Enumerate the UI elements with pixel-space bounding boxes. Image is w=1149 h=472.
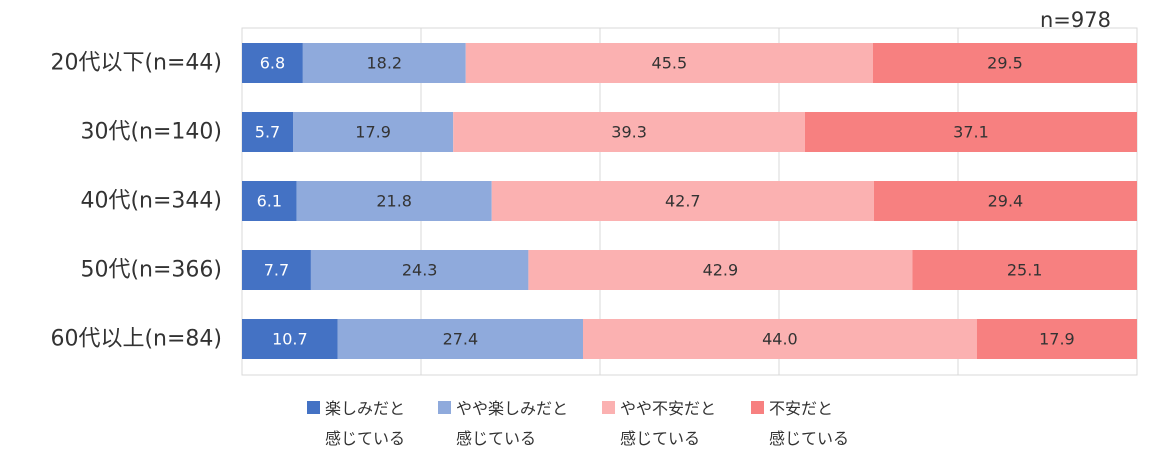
legend-label: やや不安だと 感じている (620, 399, 717, 448)
data-label: 29.4 (988, 192, 1024, 211)
legend-label: やや楽しみだと 感じている (456, 399, 569, 448)
stacked-bar-chart: 20代以下(n=44) 6.8 18.2 45.5 29.5 30代(n=140) 5.7 1… (50, 27, 1138, 376)
data-label: 25.1 (1007, 261, 1043, 280)
category-label: 20代以下(n=44) (50, 51, 222, 76)
bar-segment (242, 181, 297, 221)
category-label: 30代(n=140) (80, 120, 222, 145)
data-label: 44.0 (762, 330, 798, 349)
bar-segment (873, 181, 1137, 221)
data-label: 18.2 (366, 54, 402, 73)
chart-legend: 楽しみだと 感じている やや楽しみだと 感じている やや不安だと 感じている 不安だと… (0, 394, 1149, 464)
bar-segment (302, 43, 466, 83)
data-label: 27.4 (443, 330, 479, 349)
category-label: 60代以上(n=84) (50, 327, 222, 352)
bar-segment (872, 43, 1137, 83)
bar-segment (242, 112, 294, 152)
sample-size-label: n=978 (1040, 8, 1111, 32)
legend-swatch (307, 401, 320, 414)
bar-segment (582, 319, 977, 359)
data-label: 24.3 (402, 261, 438, 280)
data-label: 42.9 (703, 261, 739, 280)
data-label: 42.7 (665, 192, 701, 211)
data-label: 45.5 (652, 54, 688, 73)
data-label: 6.8 (260, 54, 285, 73)
bar-segment (804, 112, 1137, 152)
legend-swatch (602, 401, 615, 414)
data-label: 10.7 (272, 330, 308, 349)
bar-segment (912, 250, 1137, 290)
bar-segment (242, 43, 303, 83)
legend-label: 楽しみだと 感じている (325, 399, 406, 448)
data-label: 6.1 (257, 192, 282, 211)
data-label: 29.5 (987, 54, 1023, 73)
data-label: 21.8 (376, 192, 412, 211)
bar-segment (242, 319, 338, 359)
legend-label: 不安だと 感じている (769, 399, 850, 448)
bar-segment (296, 181, 492, 221)
bar-segment (242, 250, 311, 290)
data-label: 37.1 (953, 123, 989, 142)
data-label: 39.3 (611, 123, 647, 142)
bar-segment (491, 181, 874, 221)
bar-segment (465, 43, 873, 83)
legend-swatch (751, 401, 764, 414)
data-label: 17.9 (355, 123, 391, 142)
data-label: 7.7 (264, 261, 289, 280)
category-label: 40代(n=344) (80, 189, 222, 214)
bar-segment (453, 112, 805, 152)
bar-segment (976, 319, 1137, 359)
data-label: 5.7 (255, 123, 280, 142)
data-label: 17.9 (1039, 330, 1075, 349)
bar-segment (293, 112, 454, 152)
category-label: 50代(n=366) (80, 258, 222, 283)
bar-segment (310, 250, 529, 290)
legend-swatch (438, 401, 451, 414)
bar-segment (528, 250, 913, 290)
bar-segment (337, 319, 583, 359)
